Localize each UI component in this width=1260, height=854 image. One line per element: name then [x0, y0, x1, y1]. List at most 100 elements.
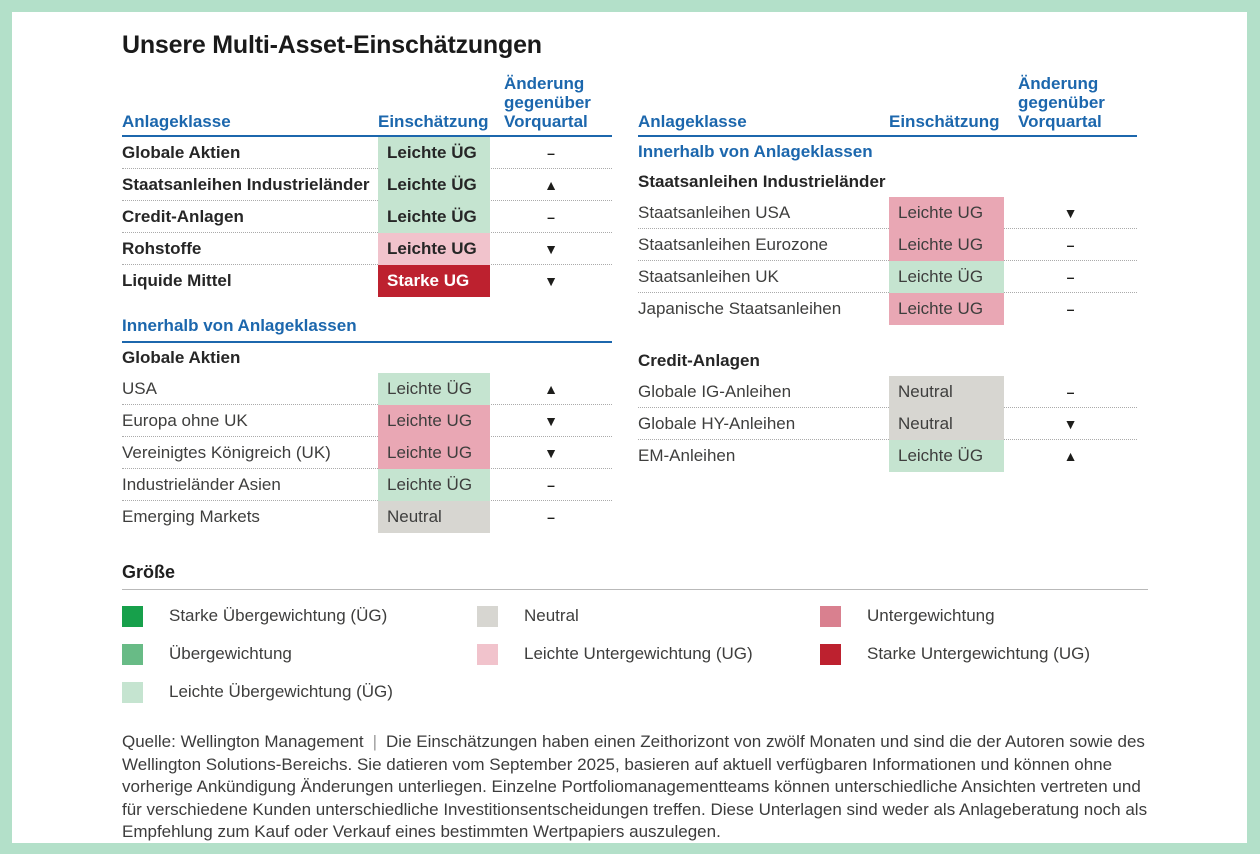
- table-row-emerging-markets: Emerging Markets Neutral –: [122, 501, 612, 533]
- legend-label: Untergewichtung: [867, 606, 995, 625]
- column-header-change-line3: Vorquartal: [1018, 112, 1102, 131]
- legend-title: Größe: [122, 562, 1148, 590]
- table-row-staatsanleihen-industrielaender: Staatsanleihen Industrieländer Leichte Ü…: [122, 169, 612, 201]
- legend-item-overweight: Übergewichtung: [122, 635, 477, 673]
- assessment-cell: Leichte ÜG: [378, 373, 490, 405]
- table-row-japanische-staatsanleihen: Japanische Staatsanleihen Leichte UG –: [638, 293, 1137, 325]
- table-row-globale-hy-anleihen: Globale HY-Anleihen Neutral ▼: [638, 408, 1137, 440]
- assessment-cell: Leichte UG: [889, 197, 1004, 229]
- assessment-cell: Leichte ÜG: [889, 440, 1004, 472]
- change-indicator: –: [1066, 269, 1075, 285]
- tables-row: Anlageklasse Einschätzung Änderung gegen…: [122, 74, 1148, 533]
- row-label: Emerging Markets: [122, 507, 260, 526]
- row-label: Globale Aktien: [122, 143, 241, 162]
- legend-label: Neutral: [524, 606, 579, 625]
- legend-column-neutral: Neutral Leichte Untergewichtung (UG): [477, 597, 820, 711]
- table-header: Anlageklasse Einschätzung Änderung gegen…: [638, 74, 1137, 137]
- legend-grid: Starke Übergewichtung (ÜG) Übergewichtun…: [122, 597, 1148, 711]
- row-label: Liquide Mittel: [122, 271, 232, 290]
- footnote: Quelle: Wellington Management | Die Einsch…: [122, 731, 1148, 844]
- row-label: Vereinigtes Königreich (UK): [122, 443, 331, 462]
- assessment-cell: Leichte UG: [889, 229, 1004, 261]
- assessment-cell: Leichte ÜG: [378, 137, 490, 169]
- change-indicator: ▼: [544, 241, 558, 257]
- row-label: Europa ohne UK: [122, 411, 248, 430]
- legend-swatch-light-green: [122, 681, 143, 703]
- legend-column-overweight: Starke Übergewichtung (ÜG) Übergewichtun…: [122, 597, 477, 711]
- table-row-vereinigtes-koenigreich: Vereinigtes Königreich (UK) Leichte UG ▼: [122, 437, 612, 469]
- change-indicator: –: [1066, 384, 1075, 400]
- table-asset-classes: Anlageklasse Einschätzung Änderung gegen…: [122, 74, 612, 533]
- table-row-liquide-mittel: Liquide Mittel Starke UG ▼: [122, 265, 612, 297]
- legend-swatch-medium-green: [122, 643, 143, 665]
- row-label: Rohstoffe: [122, 239, 202, 258]
- column-header-change-line2: gegenüber: [1018, 93, 1105, 112]
- assessment-cell: Leichte UG: [889, 293, 1004, 325]
- assessment-cell: Starke UG: [378, 265, 490, 297]
- assessment-cell: Leichte ÜG: [378, 169, 490, 201]
- page-title: Unsere Multi-Asset-Einschätzungen: [122, 31, 542, 59]
- change-indicator: –: [547, 477, 555, 493]
- legend-item-neutral: Neutral: [477, 597, 820, 635]
- group-rows-credit: Globale IG-Anleihen Neutral – Globale HY…: [638, 376, 1137, 472]
- change-indicator: ▼: [544, 445, 558, 461]
- change-indicator: ▼: [1063, 205, 1078, 221]
- table-row-rohstoffe: Rohstoffe Leichte UG ▼: [122, 233, 612, 265]
- column-header-assessment: Einschätzung: [378, 112, 489, 131]
- change-indicator: –: [1066, 237, 1075, 253]
- legend-label: Übergewichtung: [169, 644, 292, 663]
- group-rows-globale-aktien: USA Leichte ÜG ▲ Europa ohne UK Leichte …: [122, 373, 612, 533]
- table-row-europa-ohne-uk: Europa ohne UK Leichte UG ▼: [122, 405, 612, 437]
- size-legend: Größe Starke Übergewichtung (ÜG) Übergew…: [122, 562, 1148, 711]
- group-rows-staatsanleihen: Staatsanleihen USA Leichte UG ▼ Staatsan…: [638, 197, 1137, 325]
- change-indicator: –: [547, 509, 555, 525]
- footnote-separator: |: [372, 732, 378, 751]
- legend-swatch-pale-pink: [477, 643, 498, 665]
- group-title-globale-aktien: Globale Aktien: [122, 348, 241, 367]
- legend-swatch-rose: [820, 605, 841, 627]
- row-label: Credit-Anlagen: [122, 207, 244, 226]
- assessment-cell: Leichte ÜG: [378, 469, 490, 501]
- column-header-change-line1: Änderung: [504, 74, 585, 93]
- change-indicator: ▼: [544, 273, 558, 289]
- legend-item-light-underweight: Leichte Untergewichtung (UG): [477, 635, 820, 673]
- legend-label: Leichte Untergewichtung (UG): [524, 644, 753, 663]
- row-label: Staatsanleihen Eurozone: [638, 235, 828, 254]
- column-header-change-line2: gegenüber: [504, 93, 591, 112]
- table-row-staatsanleihen-eurozone: Staatsanleihen Eurozone Leichte UG –: [638, 229, 1137, 261]
- column-header-asset-class: Anlageklasse: [122, 112, 231, 131]
- change-indicator: –: [547, 209, 555, 225]
- legend-item-underweight: Untergewichtung: [820, 597, 1148, 635]
- column-header-assessment: Einschätzung: [889, 112, 1000, 131]
- table-row-industrielaender-asien: Industrieländer Asien Leichte ÜG –: [122, 469, 612, 501]
- legend-item-strong-overweight: Starke Übergewichtung (ÜG): [122, 597, 477, 635]
- table-row-usa: USA Leichte ÜG ▲: [122, 373, 612, 405]
- footnote-source: Quelle: Wellington Management: [122, 732, 364, 751]
- section-heading-within-asset-classes: Innerhalb von Anlageklassen: [122, 316, 612, 343]
- legend-item-strong-underweight: Starke Untergewichtung (UG): [820, 635, 1148, 673]
- group-title-staatsanleihen-industrielaender: Staatsanleihen Industrieländer: [638, 172, 886, 191]
- change-indicator: ▲: [1063, 448, 1078, 464]
- content-card: Unsere Multi-Asset-Einschätzungen Anlage…: [12, 12, 1247, 843]
- legend-label: Starke Übergewichtung (ÜG): [169, 606, 388, 625]
- change-indicator: –: [547, 145, 555, 161]
- column-header-asset-class: Anlageklasse: [638, 112, 747, 131]
- row-label: Globale IG-Anleihen: [638, 382, 792, 401]
- assessment-cell: Neutral: [889, 408, 1004, 440]
- assessment-cell: Leichte UG: [378, 405, 490, 437]
- legend-swatch-strong-green: [122, 605, 143, 627]
- change-indicator: ▲: [544, 381, 558, 397]
- row-label: Staatsanleihen UK: [638, 267, 779, 286]
- footnote-text: Die Einschätzungen haben einen Zeithoriz…: [122, 732, 1148, 841]
- legend-column-underweight: Untergewichtung Starke Untergewichtung (…: [820, 597, 1148, 711]
- row-label: Staatsanleihen USA: [638, 203, 791, 222]
- assessment-cell: Neutral: [378, 501, 490, 533]
- table-row-em-anleihen: EM-Anleihen Leichte ÜG ▲: [638, 440, 1137, 472]
- main-rows: Globale Aktien Leichte ÜG – Staatsanleih…: [122, 137, 612, 297]
- row-label: EM-Anleihen: [638, 446, 736, 465]
- table-within-asset-classes: Anlageklasse Einschätzung Änderung gegen…: [638, 74, 1137, 533]
- change-indicator: ▲: [544, 177, 558, 193]
- column-header-change: Änderung gegenüber Vorquartal: [1004, 74, 1137, 131]
- assessment-cell: Leichte ÜG: [378, 201, 490, 233]
